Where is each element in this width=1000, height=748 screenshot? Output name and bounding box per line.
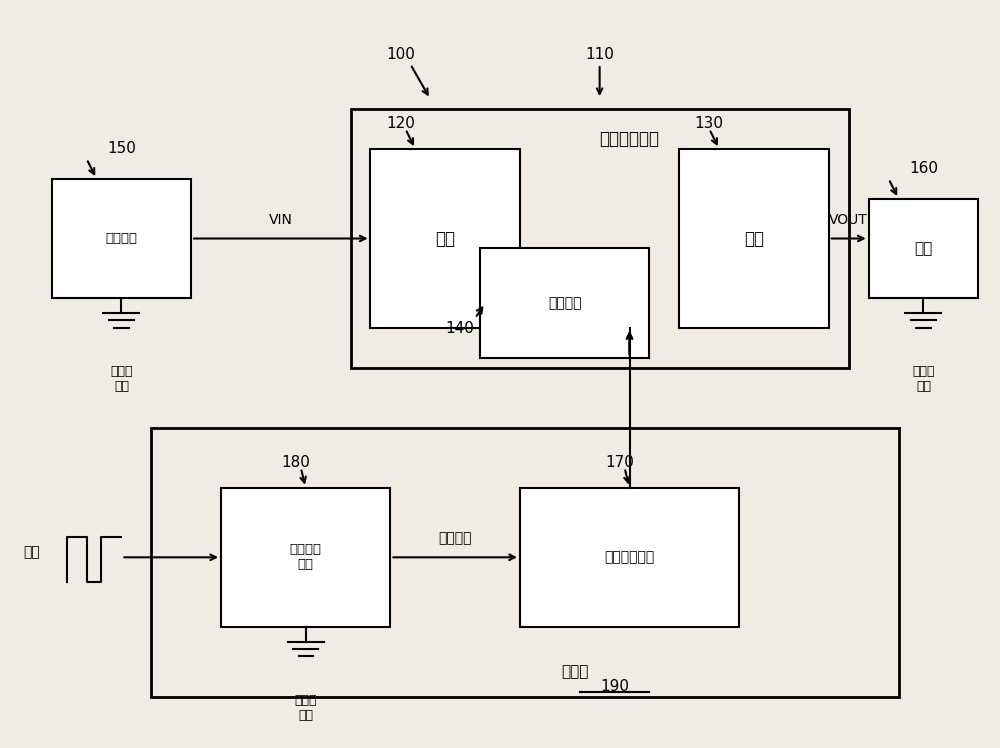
Text: 100: 100 [386,46,415,61]
FancyBboxPatch shape [221,488,390,627]
Text: 输入: 输入 [435,230,455,248]
Text: 170: 170 [605,456,634,470]
Text: 输入电压: 输入电压 [105,232,137,245]
Text: 140: 140 [446,321,475,336]
Text: 150: 150 [107,141,136,156]
FancyBboxPatch shape [480,248,649,358]
Text: 120: 120 [386,117,415,132]
Text: 输出切换装置: 输出切换装置 [600,130,660,148]
FancyBboxPatch shape [679,149,829,328]
Text: 180: 180 [281,456,310,470]
Text: 负载侧
接地: 负载侧 接地 [912,365,935,393]
FancyBboxPatch shape [351,109,849,368]
Text: 输出: 输出 [744,230,764,248]
FancyBboxPatch shape [370,149,520,328]
Text: 栏极上拉
电路: 栏极上拉 电路 [290,543,322,571]
FancyBboxPatch shape [869,199,978,298]
Text: 负载: 负载 [914,241,933,256]
Text: 栏极下拉电路: 栏极下拉电路 [604,551,655,564]
Text: 输入侧
接地: 输入侧 接地 [110,365,133,393]
Text: 160: 160 [909,162,938,177]
Text: 控制器: 控制器 [561,664,588,679]
Text: 110: 110 [585,46,614,61]
FancyBboxPatch shape [52,179,191,298]
FancyBboxPatch shape [151,428,899,697]
FancyBboxPatch shape [520,488,739,627]
Text: 控制信号: 控制信号 [438,531,472,545]
Text: VOUT: VOUT [829,212,868,227]
Text: 控制输入: 控制输入 [548,296,582,310]
Text: 启用: 启用 [23,545,40,560]
Text: 输入侧
接地: 输入侧 接地 [294,694,317,722]
Text: 130: 130 [695,117,724,132]
Text: 190: 190 [600,679,629,694]
Text: VIN: VIN [269,212,293,227]
